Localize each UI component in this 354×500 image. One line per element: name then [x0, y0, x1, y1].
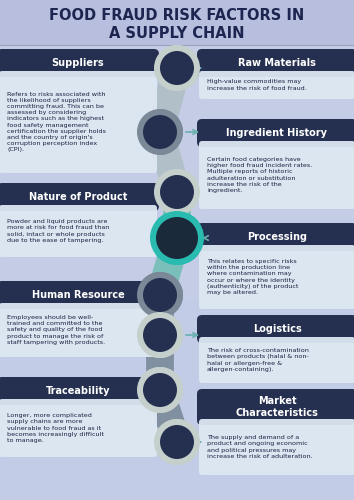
Text: Refers to risks associated with
the likelihood of suppliers
committing fraud. Th: Refers to risks associated with the like…: [7, 92, 106, 152]
Circle shape: [137, 272, 183, 318]
Circle shape: [150, 211, 204, 265]
Circle shape: [160, 175, 194, 209]
Circle shape: [143, 278, 177, 312]
FancyBboxPatch shape: [0, 71, 157, 173]
Circle shape: [137, 367, 183, 413]
Text: Ingredient History: Ingredient History: [227, 128, 327, 138]
Text: Market
Characteristics: Market Characteristics: [235, 396, 319, 418]
Text: Traceability: Traceability: [46, 386, 110, 396]
Circle shape: [160, 175, 194, 209]
FancyBboxPatch shape: [199, 141, 354, 209]
Circle shape: [154, 45, 200, 91]
FancyBboxPatch shape: [199, 337, 354, 383]
FancyBboxPatch shape: [199, 71, 354, 99]
Text: Certain food categories have
higher food fraud incident rates.
Multiple reports : Certain food categories have higher food…: [207, 157, 312, 193]
FancyBboxPatch shape: [197, 315, 354, 343]
Text: The supply and demand of a
product and ongoing economic
and political pressures : The supply and demand of a product and o…: [207, 435, 313, 459]
Circle shape: [137, 109, 183, 155]
Circle shape: [143, 373, 177, 407]
Text: Raw Materials: Raw Materials: [238, 58, 316, 68]
Circle shape: [160, 51, 194, 85]
Text: Powder and liquid products are
more at risk for food fraud than
solid, intact or: Powder and liquid products are more at r…: [7, 219, 109, 243]
FancyBboxPatch shape: [0, 399, 157, 457]
Circle shape: [154, 45, 200, 91]
Circle shape: [150, 211, 204, 265]
FancyBboxPatch shape: [0, 183, 159, 211]
FancyBboxPatch shape: [0, 205, 157, 257]
Text: Suppliers: Suppliers: [52, 58, 104, 68]
Text: Processing: Processing: [247, 232, 307, 242]
Text: Nature of Product: Nature of Product: [29, 192, 127, 202]
Text: Human Resource: Human Resource: [32, 290, 124, 300]
FancyBboxPatch shape: [0, 0, 354, 45]
Text: Logistics: Logistics: [253, 324, 301, 334]
FancyBboxPatch shape: [0, 281, 159, 309]
Text: This relates to specific risks
within the production line
where contamination ma: This relates to specific risks within th…: [207, 259, 298, 295]
Circle shape: [143, 318, 177, 352]
FancyBboxPatch shape: [197, 389, 354, 425]
Circle shape: [143, 318, 177, 352]
Circle shape: [143, 115, 177, 149]
Circle shape: [137, 312, 183, 358]
FancyBboxPatch shape: [0, 377, 159, 405]
Text: A SUPPLY CHAIN: A SUPPLY CHAIN: [109, 26, 245, 40]
Circle shape: [160, 51, 194, 85]
Circle shape: [143, 278, 177, 312]
Circle shape: [137, 367, 183, 413]
Circle shape: [137, 109, 183, 155]
FancyBboxPatch shape: [197, 119, 354, 147]
Circle shape: [154, 169, 200, 215]
FancyBboxPatch shape: [199, 419, 354, 475]
FancyBboxPatch shape: [197, 223, 354, 251]
Circle shape: [154, 419, 200, 465]
Text: High-value commodities may
increase the risk of food fraud.: High-value commodities may increase the …: [207, 80, 307, 90]
Circle shape: [154, 169, 200, 215]
FancyBboxPatch shape: [199, 245, 354, 309]
Circle shape: [143, 115, 177, 149]
FancyBboxPatch shape: [0, 49, 159, 77]
FancyBboxPatch shape: [0, 303, 157, 357]
Text: Employees should be well-
trained and committed to the
safety and quality of the: Employees should be well- trained and co…: [7, 315, 105, 345]
Text: Longer, more complicated
supply chains are more
vulnerable to food fraud as it
b: Longer, more complicated supply chains a…: [7, 413, 104, 443]
Circle shape: [160, 425, 194, 459]
Text: The risk of cross-contamination
between products (halal & non-
halal or allergen: The risk of cross-contamination between …: [207, 348, 309, 372]
Circle shape: [160, 425, 194, 459]
FancyBboxPatch shape: [197, 49, 354, 77]
Circle shape: [137, 272, 183, 318]
Circle shape: [154, 419, 200, 465]
Circle shape: [137, 312, 183, 358]
Circle shape: [143, 373, 177, 407]
Circle shape: [156, 217, 198, 259]
Polygon shape: [0, 300, 354, 500]
Circle shape: [156, 217, 198, 259]
Text: FOOD FRAUD RISK FACTORS IN: FOOD FRAUD RISK FACTORS IN: [49, 8, 305, 22]
